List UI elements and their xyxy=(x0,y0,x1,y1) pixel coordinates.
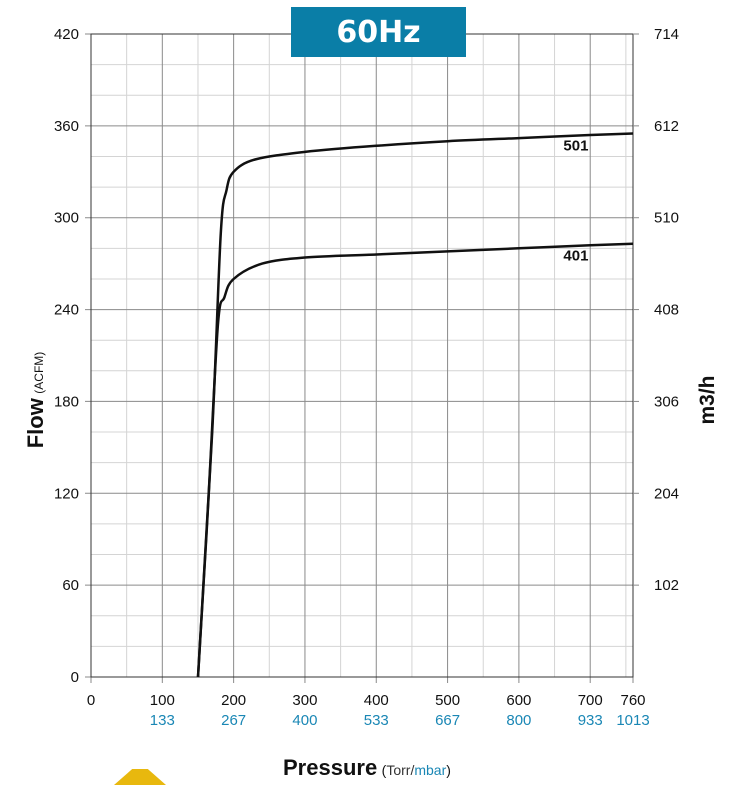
x-axis-title: Pressure xyxy=(283,755,378,780)
x-tick-label-mbar: 267 xyxy=(221,712,246,729)
x-tick-label-mbar: 933 xyxy=(578,712,603,729)
x-axis-label: Pressure (Torr/mbar) xyxy=(283,755,451,781)
y-tick-label: 300 xyxy=(54,210,79,227)
major-grid xyxy=(85,33,634,683)
x-axis-unit-sep: / xyxy=(410,762,415,778)
x-tick-label: 760 xyxy=(620,692,645,709)
x-tick-label-mbar: 1013 xyxy=(616,712,649,729)
x-tick-label: 600 xyxy=(506,692,531,709)
series-lines: 501 401 xyxy=(196,132,634,678)
series-label-401: 401 xyxy=(563,248,588,265)
x-tick-label: 500 xyxy=(435,692,460,709)
y-tick-label: 420 xyxy=(54,26,79,43)
series-label-501: 501 xyxy=(563,137,588,154)
y-tick-label: 120 xyxy=(54,485,79,502)
x-tick-labels: 0 100 133 200 267 300 400 400 533 500 667 600 800 700… xyxy=(87,692,650,729)
y-axis-title: Flow xyxy=(23,398,48,449)
x-tick-label-mbar: 133 xyxy=(150,712,175,729)
y2-tick-label: 612 xyxy=(654,118,679,135)
x-tick-label: 100 xyxy=(150,692,175,709)
y2-tick-label: 510 xyxy=(654,210,679,227)
y-tick-label: 180 xyxy=(54,393,79,410)
x-tick-label: 400 xyxy=(364,692,389,709)
chart-title: 60Hz xyxy=(291,7,466,57)
y-tick-labels: 0 60 120 180 240 300 360 420 xyxy=(54,26,79,686)
y2-tick-label: 408 xyxy=(654,302,679,319)
y2-tick-label: 306 xyxy=(654,393,679,410)
x-tick-label: 300 xyxy=(292,692,317,709)
y-axis-unit: (ACFM) xyxy=(32,351,46,394)
x-axis-unit: (Torr/mbar) xyxy=(381,762,451,778)
x-tick-label-mbar: 533 xyxy=(364,712,389,729)
y2-tick-label: 204 xyxy=(654,485,679,502)
x-tick-label-mbar: 667 xyxy=(435,712,460,729)
y2-axis-label: m3/h xyxy=(696,375,719,425)
x-tick-label: 0 xyxy=(87,692,95,709)
y-tick-label: 240 xyxy=(54,302,79,319)
y2-tick-label: 102 xyxy=(654,577,679,594)
y2-tick-labels: 102 204 306 408 510 612 714 xyxy=(633,26,679,594)
y-tick-label: 0 xyxy=(71,669,79,686)
x-tick-label: 200 xyxy=(221,692,246,709)
y2-tick-label: 714 xyxy=(654,26,679,43)
x-axis-unit-torr: Torr xyxy=(386,762,411,778)
minor-grid xyxy=(91,34,633,677)
y-tick-label: 60 xyxy=(62,577,79,594)
x-tick-label-mbar: 400 xyxy=(292,712,317,729)
plot-frame xyxy=(90,33,634,678)
x-tick-label-mbar: 800 xyxy=(506,712,531,729)
y-axis-label: Flow (ACFM) xyxy=(23,352,49,449)
x-tick-label: 700 xyxy=(578,692,603,709)
y-tick-label: 360 xyxy=(54,118,79,135)
series-line-501 xyxy=(196,132,634,678)
series-line-401 xyxy=(196,242,634,678)
x-axis-unit-mbar: mbar xyxy=(414,762,447,778)
